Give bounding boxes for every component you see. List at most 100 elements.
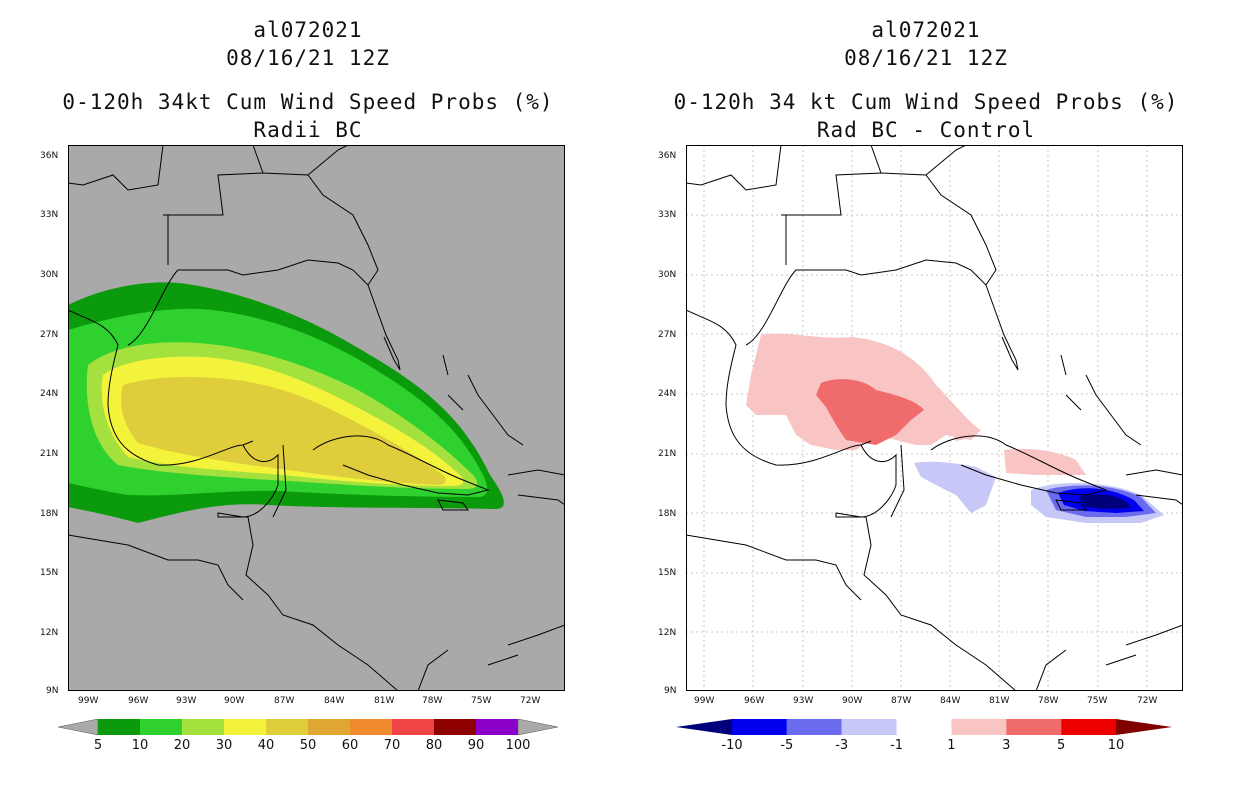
left-lat-36: 36N: [40, 151, 59, 161]
right-lon-75: 75W: [1087, 696, 1108, 706]
left-lat-21: 21N: [40, 449, 59, 459]
right-lon-99: 99W: [694, 696, 715, 706]
right-lat-24: 24N: [658, 389, 677, 399]
left-lat-18: 18N: [40, 509, 59, 519]
left-colorbar-box: [182, 719, 224, 735]
left-coastlines: [68, 145, 565, 691]
right-colorbar-label: -5: [780, 738, 794, 753]
right-colorbar-box: [841, 719, 897, 735]
right-lat-18: 18N: [658, 509, 677, 519]
left-colorbar-label: 90: [467, 738, 485, 753]
left-lon-72: 72W: [520, 696, 541, 706]
right-lon-90: 90W: [842, 696, 863, 706]
left-colorbar-label: 20: [173, 738, 191, 753]
right-lon-84: 84W: [940, 696, 961, 706]
right-colorbar-box: [786, 719, 842, 735]
right-lon-81: 81W: [989, 696, 1010, 706]
left-colorbar-box: [308, 719, 350, 735]
right-title-experiment: Rad BC - Control: [816, 118, 1036, 142]
left-colorbar-label: 5: [93, 738, 103, 753]
left-title-storm: al072021: [253, 18, 363, 42]
left-lon-87: 87W: [274, 696, 295, 706]
right-lon-72: 72W: [1137, 696, 1158, 706]
right-title-storm: al072021: [871, 18, 981, 42]
right-lat-12: 12N: [658, 628, 677, 638]
left-colorbar-box: [434, 719, 476, 735]
right-colorbar-box: [732, 719, 787, 735]
right-lat-33: 33N: [658, 210, 677, 220]
left-colorbar-box: [98, 719, 140, 735]
left-title-experiment: Radii BC: [253, 118, 363, 142]
left-colorbar-over: [517, 719, 558, 735]
right-colorbar-label: -10: [721, 738, 743, 753]
left-colorbar: [58, 719, 558, 735]
left-colorbar-label: 40: [257, 738, 275, 753]
right-colorbar-box: [951, 719, 1007, 735]
right-colorbar-label: -3: [835, 738, 849, 753]
left-colorbar-under: [58, 719, 99, 735]
left-lat-30: 30N: [40, 270, 59, 280]
right-lat-21: 21N: [658, 449, 677, 459]
right-gridlines: [686, 145, 1183, 691]
right-lat-15: 15N: [658, 568, 677, 578]
right-colorbar-label: -1: [890, 738, 904, 753]
diff-contour-plus-1b: [1004, 448, 1086, 475]
left-lat-24: 24N: [40, 389, 59, 399]
right-lat-30: 30N: [658, 270, 677, 280]
left-colorbar-label: 10: [131, 738, 149, 753]
left-lon-90: 90W: [224, 696, 245, 706]
left-lon-99: 99W: [78, 696, 99, 706]
right-title-date: 08/16/21 12Z: [844, 46, 1008, 70]
left-lon-84: 84W: [324, 696, 345, 706]
right-map: [686, 145, 1183, 691]
left-colorbar-box: [140, 719, 182, 735]
right-colorbar-label: 1: [947, 738, 956, 753]
right-colorbar-under: [676, 719, 732, 735]
right-colorbar: [676, 719, 1172, 735]
left-lon-75: 75W: [471, 696, 492, 706]
diff-contour-plus-3: [816, 379, 924, 445]
left-lon-81: 81W: [374, 696, 395, 706]
diff-contour-minus-10: [1078, 494, 1130, 509]
right-title-product: 0-120h 34 kt Cum Wind Speed Probs (%): [673, 90, 1179, 114]
right-lat-9: 9N: [664, 686, 677, 696]
right-lon-78: 78W: [1038, 696, 1059, 706]
left-title-product: 0-120h 34kt Cum Wind Speed Probs (%): [62, 90, 554, 114]
right-lon-93: 93W: [793, 696, 814, 706]
left-lat-27: 27N: [40, 330, 59, 340]
right-colorbar-box: [1061, 719, 1116, 735]
right-colorbar-label: 10: [1107, 738, 1125, 753]
left-title-date: 08/16/21 12Z: [226, 46, 390, 70]
diff-contour-minus-1: [914, 461, 996, 513]
left-lat-12: 12N: [40, 628, 59, 638]
left-map-frame: [68, 145, 565, 691]
left-lat-9: 9N: [46, 686, 59, 696]
right-lon-87: 87W: [891, 696, 912, 706]
right-colorbar-box: [896, 719, 952, 735]
left-lon-96: 96W: [128, 696, 149, 706]
left-colorbar-label: 70: [383, 738, 401, 753]
left-colorbar-label: 30: [215, 738, 233, 753]
right-map-frame: [686, 145, 1183, 691]
left-lon-93: 93W: [176, 696, 197, 706]
right-lat-36: 36N: [658, 151, 677, 161]
right-coastlines: [686, 145, 1183, 691]
left-colorbar-label: 100: [505, 738, 531, 753]
right-lon-96: 96W: [744, 696, 765, 706]
right-colorbar-label: 5: [1057, 738, 1066, 753]
right-lat-27: 27N: [658, 330, 677, 340]
right-colorbar-label: 3: [1002, 738, 1011, 753]
left-colorbar-box: [224, 719, 266, 735]
right-colorbar-box: [1006, 719, 1062, 735]
left-lat-15: 15N: [40, 568, 59, 578]
left-colorbar-label: 50: [299, 738, 317, 753]
left-colorbar-box: [266, 719, 308, 735]
left-map: [68, 145, 565, 691]
left-colorbar-label: 60: [341, 738, 359, 753]
left-lon-78: 78W: [422, 696, 443, 706]
left-colorbar-box: [392, 719, 434, 735]
prob-contour-40: [121, 377, 446, 485]
left-colorbar-box: [350, 719, 392, 735]
left-lat-33: 33N: [40, 210, 59, 220]
left-colorbar-label: 80: [425, 738, 443, 753]
